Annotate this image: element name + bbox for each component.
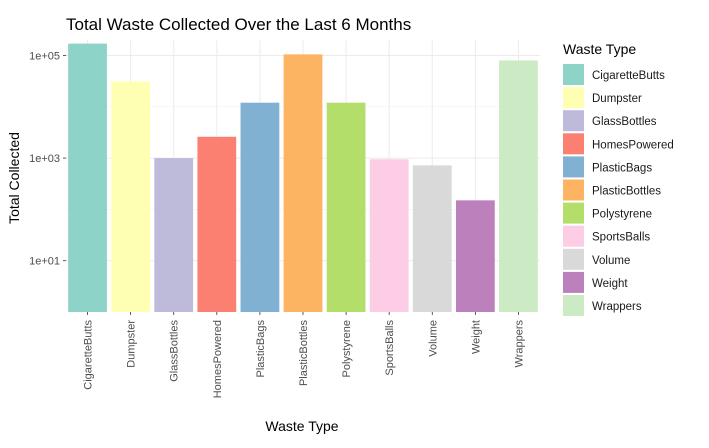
legend-swatch-glassbottles [563,110,584,132]
legend-swatch-homespowered [563,133,584,155]
bar-dumpster [111,81,151,313]
legend-label-wrappers: Wrappers [592,301,642,313]
legend-label-volume: Volume [592,255,630,267]
chart-title: Total Waste Collected Over the Last 6 Mo… [66,15,411,34]
x-tick-label: SportsBalls [384,320,396,376]
legend-label-dumpster: Dumpster [592,93,642,105]
bar-glassbottles [154,158,194,312]
legend-swatch-dumpster [563,87,584,109]
x-tick-label: GlassBottles [169,320,181,382]
legend-label-homespowered: HomesPowered [592,139,674,151]
x-tick-label: PlasticBottles [298,320,310,387]
y-tick-label: 1e+01 [29,256,60,268]
legend-title: Waste Type [563,41,636,57]
bar-wrappers [499,60,538,313]
legend-swatch-weight [563,271,584,293]
x-tick-label: Weight [470,320,482,354]
y-tick-label: 1e+05 [29,50,60,62]
legend-label-cigarettebutts: CigaretteButts [592,70,665,82]
legend-swatch-volume [563,248,584,270]
x-axis-ticks: CigaretteButts Dumpster GlassBottles HomesP… [83,312,525,398]
y-axis-title: Total Collected [6,132,22,224]
bar-sportsballs [369,159,409,312]
legend-label-weight: Weight [592,278,628,290]
legend-swatch-wrappers [563,295,584,316]
legend-label-polystyrene: Polystyrene [592,209,652,221]
legend-swatch-plasticbottles [563,179,584,201]
legend-swatch-cigarettebutts [563,64,584,85]
x-tick-label: Polystyrene [341,320,353,377]
bars [68,43,538,313]
legend-swatch-plasticbags [563,156,584,178]
y-tick-label: 1e+03 [29,153,60,165]
bar-plasticbags [240,102,280,312]
bar-homespowered [197,136,237,312]
legend-label-sportsballs: SportsBalls [592,232,650,244]
y-axis-ticks: 1e+01 1e+03 1e+05 [29,50,66,268]
legend-label-plasticbottles: PlasticBottles [592,186,661,198]
x-tick-label: Volume [427,320,439,357]
bar-volume [412,165,452,312]
x-tick-label: CigaretteButts [83,320,95,390]
legend-swatch-sportsballs [563,225,584,247]
x-axis-title: Waste Type [265,418,338,434]
x-tick-label: PlasticBags [255,320,267,378]
bar-cigarettebutts [68,43,107,312]
legend-swatch-polystyrene [563,202,584,224]
x-tick-label: Wrappers [513,320,525,368]
x-tick-label: HomesPowered [212,320,224,398]
legend-label-glassbottles: GlassBottles [592,116,657,128]
bar-plasticbottles [283,54,323,312]
x-tick-label: Dumpster [126,320,138,368]
bar-polystyrene [326,102,366,312]
legend-label-plasticbags: PlasticBags [592,162,652,174]
legend: Waste Type CigaretteButts Dumpster GlassBo… [563,41,674,316]
bar-weight [455,200,495,312]
